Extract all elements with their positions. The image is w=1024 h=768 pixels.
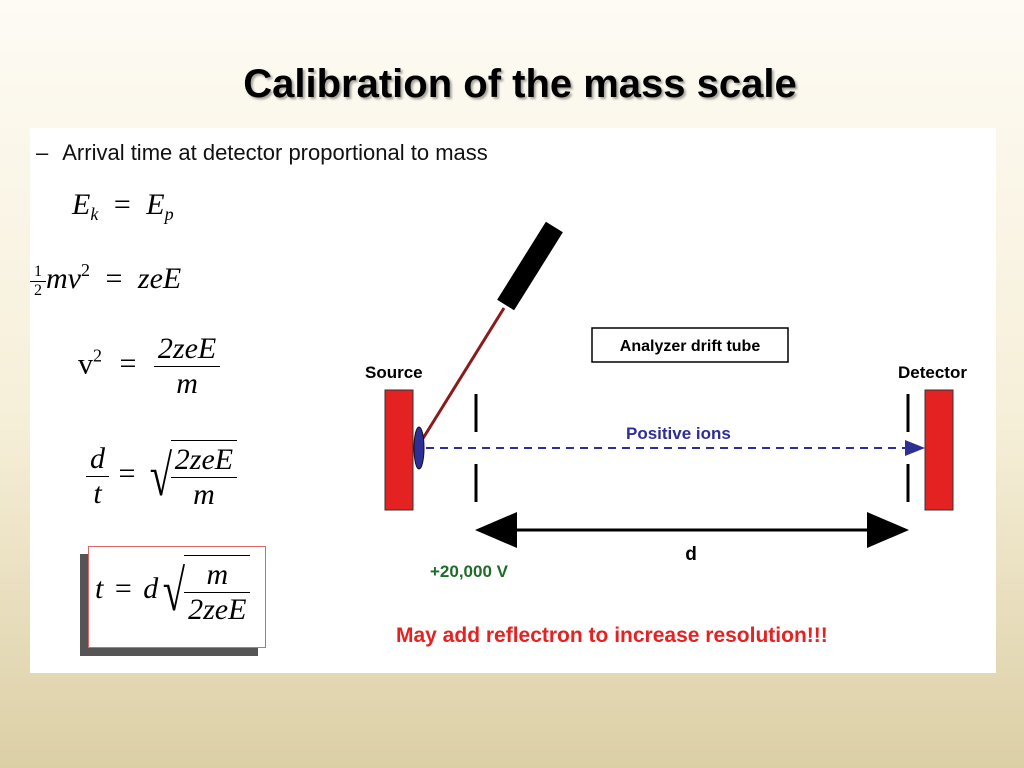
- content-panel: – Arrival time at detector proportional t…: [30, 128, 996, 673]
- source-label: Source: [365, 363, 423, 382]
- detector-label: Detector: [898, 363, 967, 382]
- detector-plate: [924, 389, 954, 511]
- equation-velocity-squared: v2 = 2zeE m: [78, 332, 221, 401]
- drift-tube-label: Analyzer drift tube: [620, 338, 761, 355]
- voltage-label: +20,000 V: [430, 562, 509, 581]
- ions-label: Positive ions: [626, 424, 731, 443]
- laser-icon: [497, 221, 563, 311]
- sqrt-sign: √ m 2zeE: [158, 555, 251, 627]
- bullet-text: Arrival time at detector proportional to…: [62, 140, 488, 165]
- boxed-equation: t = d√ m 2zeE: [88, 546, 266, 648]
- equation-kinetic-energy: 1 2 mv2 = zeE: [30, 260, 181, 300]
- slide-title: Calibration of the mass scale: [243, 62, 797, 106]
- equation-energy-balance: Ek = Ep: [72, 188, 174, 224]
- reflectron-note: May add reflectron to increase resolutio…: [396, 624, 828, 647]
- sample-spot: [413, 426, 425, 470]
- equation-flight-time: t = d√ m 2zeE: [95, 555, 251, 627]
- laser-beam: [420, 307, 506, 441]
- sqrt-sign: √ 2zeE m: [145, 440, 238, 512]
- bullet-item: – Arrival time at detector proportional t…: [36, 140, 488, 166]
- distance-label: d: [685, 544, 697, 565]
- bullet-dash: –: [36, 140, 49, 165]
- source-plate: [384, 389, 414, 511]
- tof-diagram: Source Detector Positive ions Analyzer d…: [365, 221, 967, 647]
- drift-tube-box: [591, 327, 789, 363]
